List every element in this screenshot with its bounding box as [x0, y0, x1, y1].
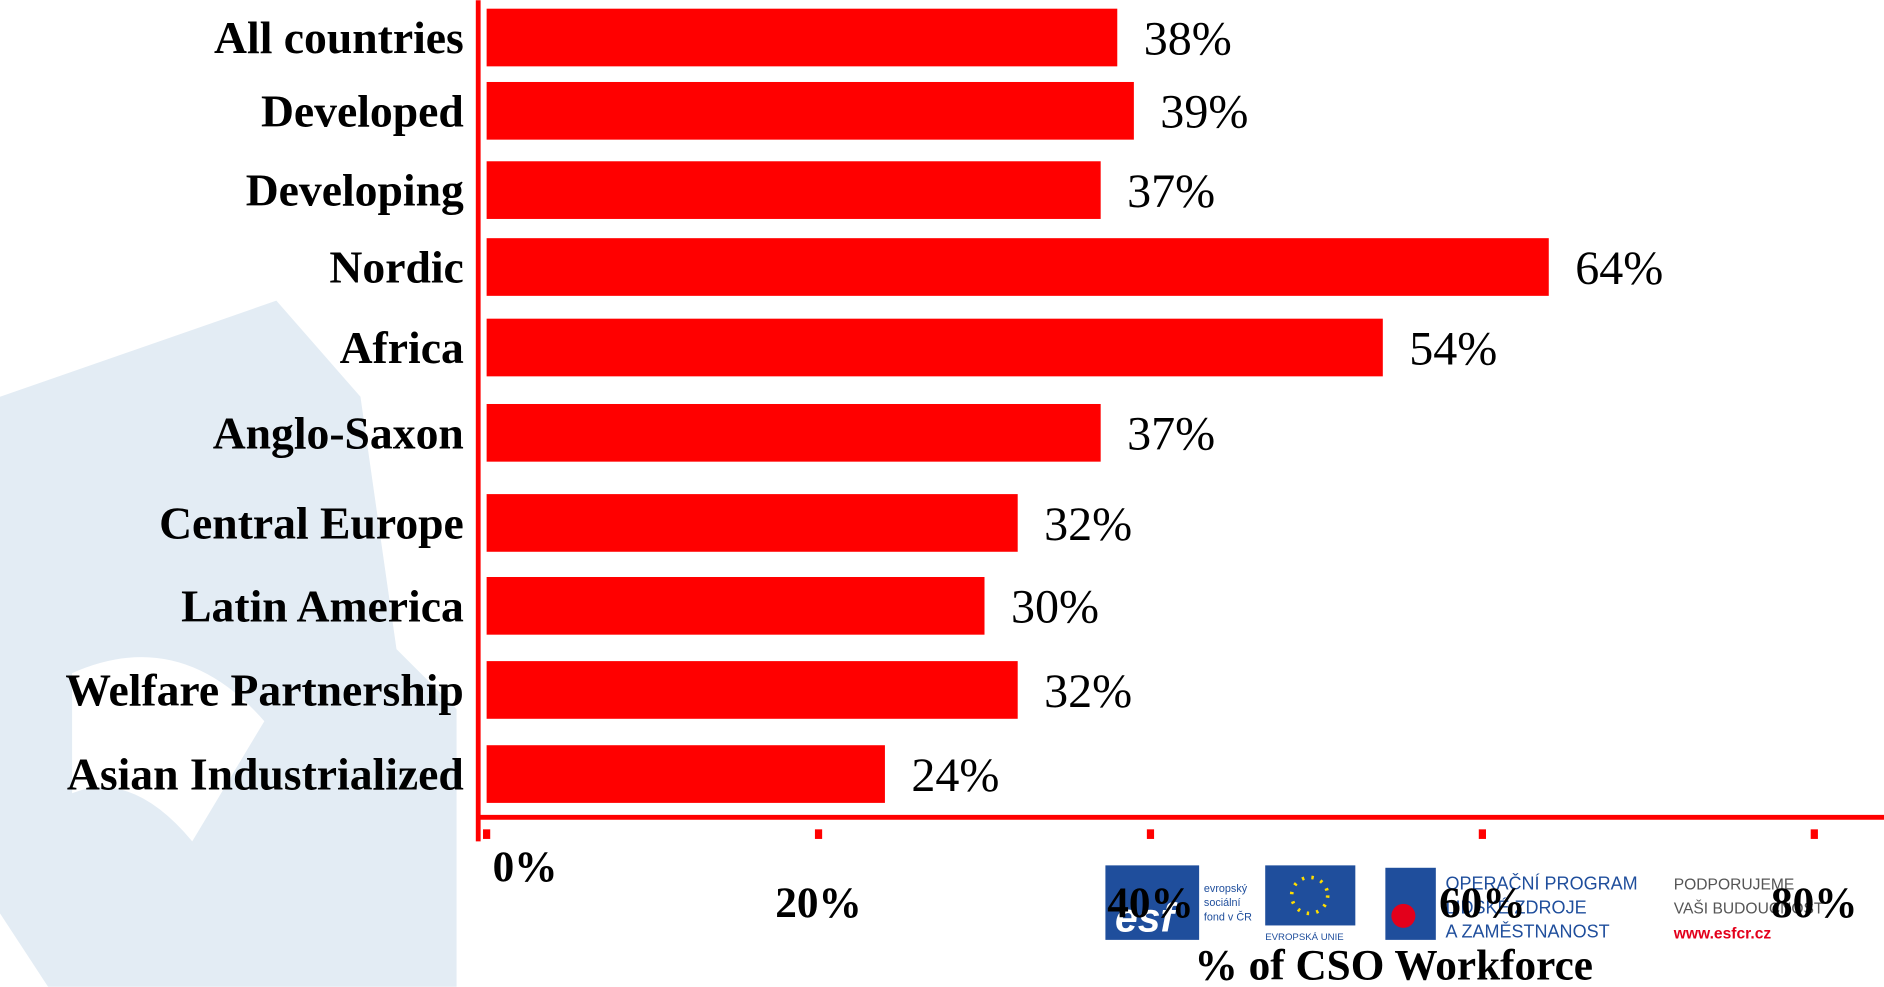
value-label: 38% — [1144, 12, 1232, 65]
category-label: Developed — [261, 85, 464, 136]
slogan: VAŠI BUDOUCNOST — [1674, 898, 1824, 917]
bar — [486, 318, 1383, 377]
program-text: LIDSKÉ ZDROJE — [1445, 897, 1586, 917]
category-label: Nordic — [329, 242, 463, 293]
bar — [486, 577, 985, 635]
program-text: OPERAČNÍ PROGRAM — [1445, 872, 1637, 893]
bar — [486, 8, 1118, 67]
esf-text: esf — [1115, 894, 1178, 940]
x-axis-title: % of CSO Workforce — [1195, 942, 1593, 987]
bar — [486, 81, 1134, 140]
eu-flag — [1265, 865, 1356, 926]
category-label: Developing — [246, 165, 464, 216]
bar — [486, 494, 1018, 552]
tick-mark — [814, 829, 823, 839]
category-label: Welfare Partnership — [65, 665, 463, 716]
category-label: Central Europe — [159, 498, 464, 549]
eu-caption: EVROPSKÁ UNIE — [1265, 932, 1344, 943]
program-text: A ZAMĚSTNANOST — [1445, 920, 1609, 941]
value-label: 37% — [1127, 165, 1215, 218]
eu-stars — [1289, 875, 1330, 916]
program-icon — [1391, 903, 1416, 928]
bar — [486, 403, 1101, 462]
bar — [486, 745, 885, 803]
esf-caption: sociální — [1204, 897, 1241, 909]
value-label: 24% — [911, 749, 999, 802]
category-label: All countries — [214, 12, 464, 63]
category-label: Asian Industrialized — [67, 749, 464, 800]
x-tick-label: 60% — [1439, 879, 1525, 927]
value-label: 54% — [1409, 322, 1497, 375]
slogan: PODPORUJEME — [1674, 876, 1795, 893]
tick-mark — [1146, 829, 1155, 839]
program-icon — [1385, 867, 1436, 940]
x-tick-label: 80% — [1771, 879, 1857, 927]
value-label: 64% — [1575, 242, 1663, 295]
tick-mark — [1478, 829, 1486, 839]
esf-caption: evropský — [1204, 883, 1248, 895]
esf-logo — [1105, 865, 1200, 940]
bar — [486, 238, 1549, 296]
value-label: 37% — [1127, 408, 1215, 461]
x-tick-label: 20% — [775, 879, 862, 927]
bar — [486, 661, 1018, 719]
x-tick-label: 0% — [493, 843, 558, 891]
value-label: 32% — [1044, 665, 1132, 718]
category-label: Anglo-Saxon — [213, 407, 464, 458]
tick-mark — [1810, 829, 1818, 839]
value-label: 39% — [1160, 86, 1248, 139]
category-label: Africa — [340, 322, 464, 373]
esf-caption: fond v ČR — [1204, 911, 1252, 924]
value-label: 32% — [1044, 498, 1132, 551]
background-shape — [0, 300, 457, 987]
logos: esf evropský sociální fond v ČR EVROPSKÁ… — [1105, 865, 1824, 943]
x-tick-label: 40% — [1107, 879, 1194, 927]
value-label: 30% — [1011, 581, 1099, 634]
url: www.esfcr.cz — [1673, 926, 1772, 943]
category-label: Latin America — [181, 580, 464, 631]
bar — [486, 161, 1101, 219]
tick-mark — [483, 829, 491, 839]
